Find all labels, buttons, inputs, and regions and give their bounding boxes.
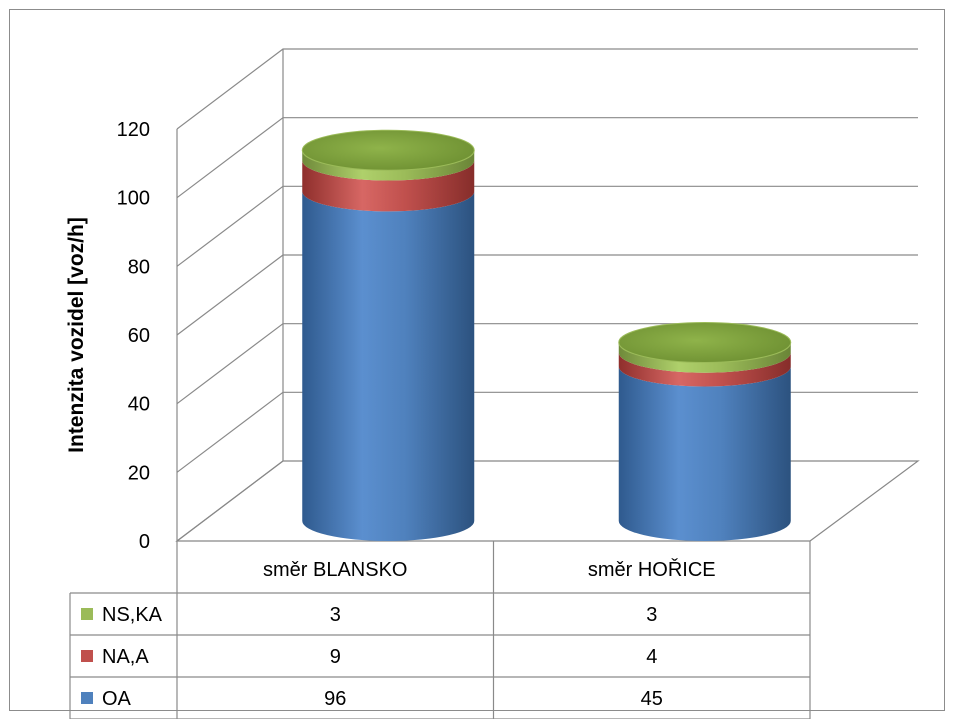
gridline	[176, 323, 918, 405]
legend-label-na-a: NA,A	[102, 646, 149, 668]
table-value-cell: 96	[324, 688, 346, 710]
cylinder-smer-blansko	[301, 129, 475, 541]
y-axis-ticks: 0 20 40 60 80 100 120	[117, 119, 150, 553]
bar-segment-na-a-smer-blansko	[302, 160, 475, 212]
cylinder-top-smer-blansko	[301, 129, 475, 171]
bar-segment-na-a-smer-horice	[618, 352, 791, 387]
table-header-cell: směr BLANSKO	[263, 559, 407, 581]
y-tick-label: 60	[128, 325, 150, 347]
gridline	[176, 185, 918, 267]
table-value-cell: 9	[330, 646, 341, 668]
floor	[175, 460, 920, 542]
legend-key-ns-ka	[81, 608, 93, 620]
y-tick-label: 20	[128, 462, 150, 484]
legend-key-na-a	[81, 650, 93, 662]
y-tick-label: 120	[117, 119, 150, 141]
table-value-cell: 3	[646, 604, 657, 626]
y-tick-label: 100	[117, 188, 150, 210]
bar-segment-ns-ka-smer-horice	[618, 342, 791, 373]
table-value-cell: 4	[646, 646, 657, 668]
table-value-cell: 45	[641, 688, 663, 710]
cylinder-smer-horice	[618, 321, 792, 541]
cylinder-top-smer-horice	[618, 321, 792, 363]
chart-bars	[301, 129, 792, 541]
gridline	[176, 391, 918, 473]
gridline	[176, 48, 918, 130]
legend-label-ns-ka: NS,KA	[102, 604, 163, 626]
chart-gridlines	[176, 48, 918, 473]
y-tick-label: 80	[128, 256, 150, 278]
bar-segment-oa-smer-horice	[618, 366, 791, 541]
legend-key-oa	[81, 692, 93, 704]
chart-walls	[175, 49, 920, 543]
gridline	[176, 254, 918, 336]
data-table: směr BLANSKO směr HOŘICE NS,KA 3 3 NA,A 9 4 OA 96…	[69, 541, 811, 719]
table-value-cell: 3	[330, 604, 341, 626]
bar-segment-ns-ka-smer-blansko	[302, 150, 475, 181]
y-axis-title: Intenzita vozidel [voz/h]	[65, 217, 88, 453]
y-tick-label: 0	[139, 531, 150, 553]
legend-label-oa: OA	[102, 688, 132, 710]
bar-segment-oa-smer-blansko	[302, 191, 475, 541]
y-tick-label: 40	[128, 394, 150, 416]
gridline	[176, 117, 918, 199]
table-header-cell: směr HOŘICE	[588, 558, 716, 581]
